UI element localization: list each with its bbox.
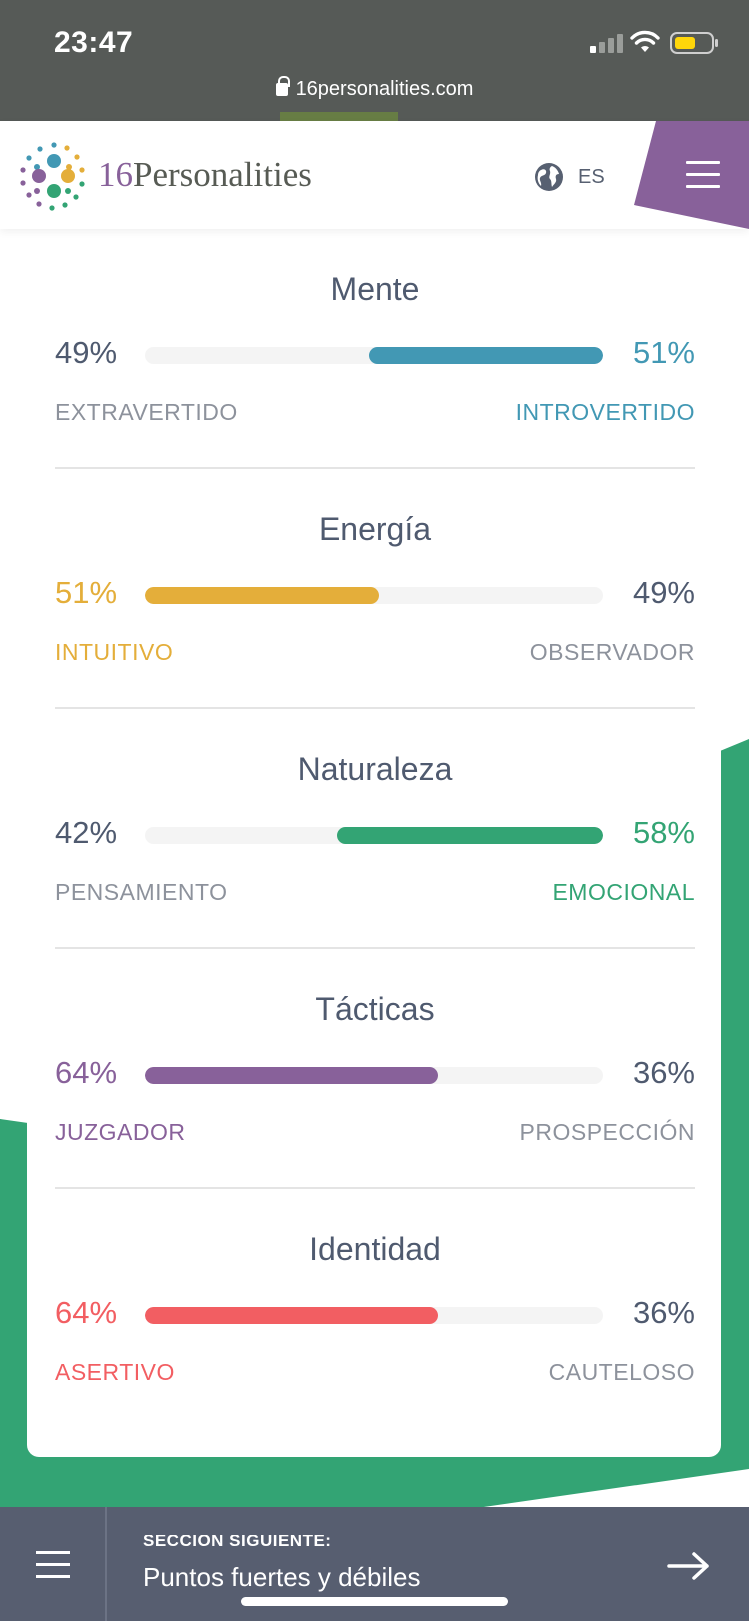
globe-icon: [535, 163, 563, 191]
trait-bar-fill: [369, 347, 603, 364]
next-section-kicker: SECCIÓN SIGUIENTE:: [143, 1535, 332, 1550]
left-label: ASERTIVO: [55, 1359, 175, 1385]
trait-identity: Identidad 64% 36% ASERTIVO CAUTELOSO: [55, 1189, 695, 1429]
left-percent: 64%: [55, 1295, 118, 1330]
language-code: ES: [578, 165, 605, 188]
right-label: INTROVERTIDO: [515, 399, 695, 425]
cellular-signal-icon: [590, 34, 623, 53]
trait-tactics: Tácticas 64% 36% JUZGADOR PROSPECCIÓN: [55, 949, 695, 1189]
left-label: INTUITIVO: [55, 639, 174, 665]
right-percent: 58%: [632, 815, 695, 850]
status-time: 23:47: [54, 26, 134, 59]
url-text: 16personalities.com: [295, 78, 474, 100]
sections-menu-icon[interactable]: [36, 1551, 70, 1587]
trait-bar: [145, 347, 603, 364]
wifi-icon: [630, 30, 660, 52]
next-section-title[interactable]: Puntos fuertes y débiles: [143, 1562, 421, 1592]
site-header: 16Personalities ES: [0, 121, 749, 229]
trait-title: Naturaleza: [297, 751, 453, 787]
divider: [55, 707, 695, 709]
left-label: JUZGADOR: [55, 1119, 186, 1145]
logo-wordmark[interactable]: 16Personalities: [98, 155, 312, 194]
trait-bar-fill: [337, 827, 603, 844]
right-label: EMOCIONAL: [552, 879, 695, 905]
left-percent: 51%: [55, 575, 118, 610]
trait-energy: Energía 51% 49% INTUITIVO OBSERVADOR: [55, 469, 695, 709]
trait-bar-fill: [145, 1067, 439, 1084]
trait-bar-fill: [145, 1307, 439, 1324]
address-bar[interactable]: 16personalities.com: [0, 76, 749, 101]
left-percent: 42%: [55, 815, 118, 850]
trait-nature: Naturaleza 42% 58% PENSAMIENTO EMOCIONAL: [55, 709, 695, 949]
page-color-bleed: [280, 112, 398, 121]
trait-bar: [145, 587, 603, 604]
right-label: OBSERVADOR: [529, 639, 695, 665]
trait-bar: [145, 1307, 603, 1324]
divider: [105, 1507, 107, 1621]
trait-title: Tácticas: [315, 991, 435, 1027]
divider: [55, 467, 695, 469]
divider: [55, 1187, 695, 1189]
left-label: EXTRAVERTIDO: [55, 399, 238, 425]
arrow-right-icon[interactable]: [667, 1551, 711, 1581]
home-indicator[interactable]: [241, 1597, 508, 1606]
trait-bar: [145, 827, 603, 844]
language-switcher[interactable]: ES: [534, 161, 605, 193]
trait-title: Energía: [318, 511, 432, 547]
trait-bar: [145, 1067, 603, 1084]
right-label: CAUTELOSO: [548, 1359, 695, 1385]
trait-title: Mente: [330, 271, 420, 307]
right-percent: 36%: [632, 1055, 695, 1090]
battery-icon: [670, 32, 718, 54]
lock-icon: [275, 76, 290, 96]
right-percent: 49%: [632, 575, 695, 610]
traits-card: Mente 49% 51% EXTRAVERTIDO INTROVERTIDO …: [27, 229, 721, 1457]
hamburger-icon: [686, 161, 720, 197]
divider: [55, 947, 695, 949]
right-percent: 36%: [632, 1295, 695, 1330]
logo-dots-icon[interactable]: [18, 141, 90, 213]
trait-title: Identidad: [309, 1231, 441, 1267]
right-percent: 51%: [632, 335, 695, 370]
left-percent: 49%: [55, 335, 118, 370]
right-label: PROSPECCIÓN: [519, 1119, 695, 1145]
status-bar: 23:47 16personalities.com: [0, 0, 749, 121]
left-label: PENSAMIENTO: [55, 879, 228, 905]
trait-bar-fill: [145, 587, 379, 604]
trait-mind: Mente 49% 51% EXTRAVERTIDO INTROVERTIDO: [55, 229, 695, 469]
menu-button[interactable]: [634, 121, 749, 229]
left-percent: 64%: [55, 1055, 118, 1090]
